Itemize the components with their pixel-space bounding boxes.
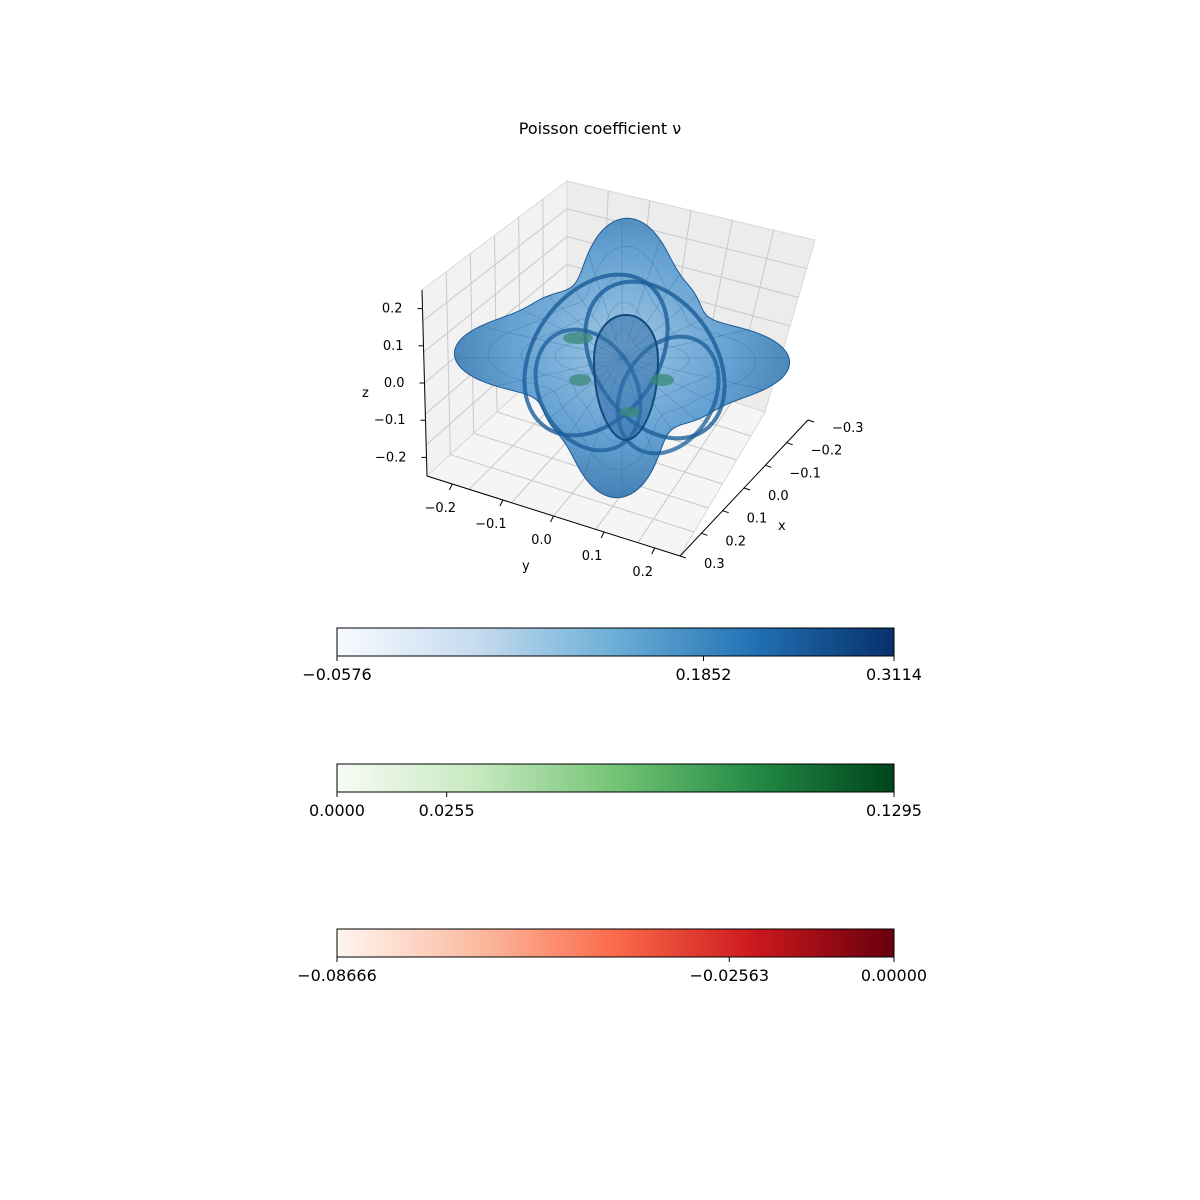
- colorbar-tick-label: 0.1295: [866, 801, 922, 820]
- poisson-surface: [453, 217, 791, 499]
- z-tick-label: 0.1: [383, 339, 404, 354]
- x-tick-mark: [786, 442, 793, 446]
- colorbar-tick-label: −0.08666: [297, 966, 377, 985]
- colorbar-tick-label: −0.02563: [689, 966, 769, 985]
- colorbar-tick-label: 0.1852: [676, 665, 732, 684]
- z-tick-label: 0.0: [384, 376, 405, 391]
- y-tick-mark: [448, 483, 453, 491]
- inner-green-patch: [563, 332, 593, 344]
- x-tick-label: 0.1: [747, 512, 768, 527]
- y-axis-ticks: −0.2 −0.1 0.0 0.1 0.2: [425, 483, 656, 580]
- x-tick-mark: [743, 487, 751, 491]
- colorbar-reds: −0.08666 −0.02563 0.00000: [297, 928, 927, 985]
- y-tick-mark: [550, 515, 554, 523]
- colorbar-gradient: [336, 763, 895, 793]
- y-tick-mark: [499, 499, 504, 507]
- colorbars: −0.0576 0.1852 0.3114 0.0000 0.0255 0.1295 −0.…: [297, 627, 927, 985]
- x-tick-mark: [765, 464, 772, 468]
- x-tick-label: −0.1: [789, 466, 821, 481]
- colorbar-greens: 0.0000 0.0255 0.1295: [309, 763, 922, 820]
- x-tick-label: −0.3: [832, 421, 864, 436]
- colorbar-tick-label: 0.0000: [309, 801, 365, 820]
- chart-title: Poisson coefficient ν: [518, 119, 682, 138]
- inner-green-patch: [620, 407, 640, 417]
- x-tick-mark: [722, 510, 729, 514]
- colorbar-tick-label: 0.3114: [866, 665, 922, 684]
- colorbar-blues: −0.0576 0.1852 0.3114: [302, 627, 922, 684]
- colorbar-tick-label: 0.00000: [861, 966, 927, 985]
- y-tick-label: 0.1: [582, 549, 603, 564]
- y-tick-label: 0.0: [531, 533, 552, 548]
- y-tick-label: 0.2: [632, 565, 653, 580]
- z-axis-label: z: [362, 386, 369, 401]
- y-tick-label: −0.1: [475, 517, 507, 532]
- z-axis-ticks: 0.2 0.1 0.0 −0.1 −0.2: [374, 302, 427, 465]
- colorbar-tick-label: 0.0255: [419, 801, 475, 820]
- inner-green-patch: [650, 374, 674, 386]
- x-tick-label: 0.2: [725, 534, 746, 549]
- x-tick-mark: [701, 532, 708, 536]
- y-axis-label: y: [522, 559, 530, 574]
- y-tick-mark: [651, 547, 656, 555]
- center-lobe: [592, 314, 660, 442]
- z-tick-label: −0.2: [375, 450, 407, 465]
- inner-lobes: [522, 272, 727, 456]
- y-tick-label: −0.2: [425, 501, 457, 516]
- colorbar-tick-label: −0.0576: [302, 665, 371, 684]
- y-tick-mark: [600, 531, 605, 539]
- x-axis-ticks: −0.3 −0.2 −0.10.00.10.20.3: [679, 419, 864, 572]
- inner-green-patch: [569, 374, 591, 386]
- z-tick-label: 0.2: [382, 302, 403, 317]
- x-tick-label: 0.3: [704, 557, 725, 572]
- x-axis-label: x: [778, 519, 786, 534]
- x-tick-mark: [679, 555, 687, 559]
- colorbar-gradient: [336, 928, 895, 958]
- x-tick-label: 0.0: [768, 489, 789, 504]
- colorbar-gradient: [336, 627, 895, 657]
- z-tick-label: −0.1: [374, 413, 406, 428]
- x-tick-mark: [807, 419, 815, 423]
- x-tick-label: −0.2: [811, 444, 843, 459]
